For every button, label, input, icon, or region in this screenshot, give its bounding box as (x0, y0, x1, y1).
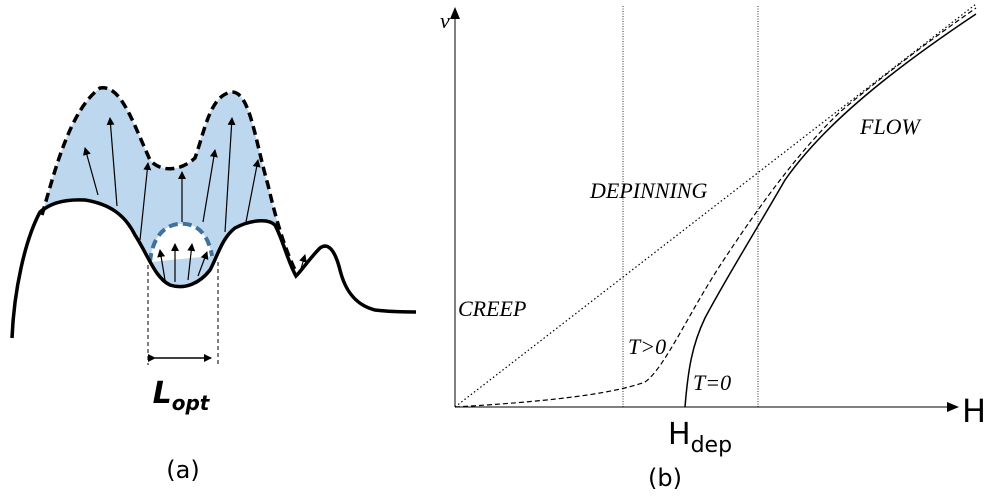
panel-label: (a) (166, 456, 199, 484)
flow-asymptote (455, 4, 976, 407)
curve-label: T>0 (628, 334, 666, 359)
curve-zero-temperature (685, 14, 976, 407)
curve-label: T=0 (693, 370, 731, 395)
threshold-label: Hdep (668, 417, 732, 458)
x-axis-label: H (962, 392, 986, 430)
y-axis-label: v (440, 8, 450, 33)
length-symbol: L (153, 376, 172, 411)
threshold-subscript: dep (691, 433, 732, 458)
curve-finite-temperature (455, 8, 976, 407)
panel-a: Lopt (a) (12, 88, 416, 484)
region-label: CREEP (458, 296, 526, 321)
region-label: DEPINNING (589, 178, 707, 203)
threshold-symbol: H (668, 417, 691, 452)
panel-label: (b) (648, 464, 682, 492)
length-label: Lopt (153, 376, 211, 415)
panel-b: v H CREEP DEPINNING FLOW T>0 T=0 Hdep (b… (440, 4, 986, 492)
length-subscript: opt (172, 391, 211, 415)
region-label: FLOW (859, 114, 922, 139)
figure: Lopt (a) v H CREEP DEPINNING FLOW T>0 T=… (0, 0, 986, 502)
